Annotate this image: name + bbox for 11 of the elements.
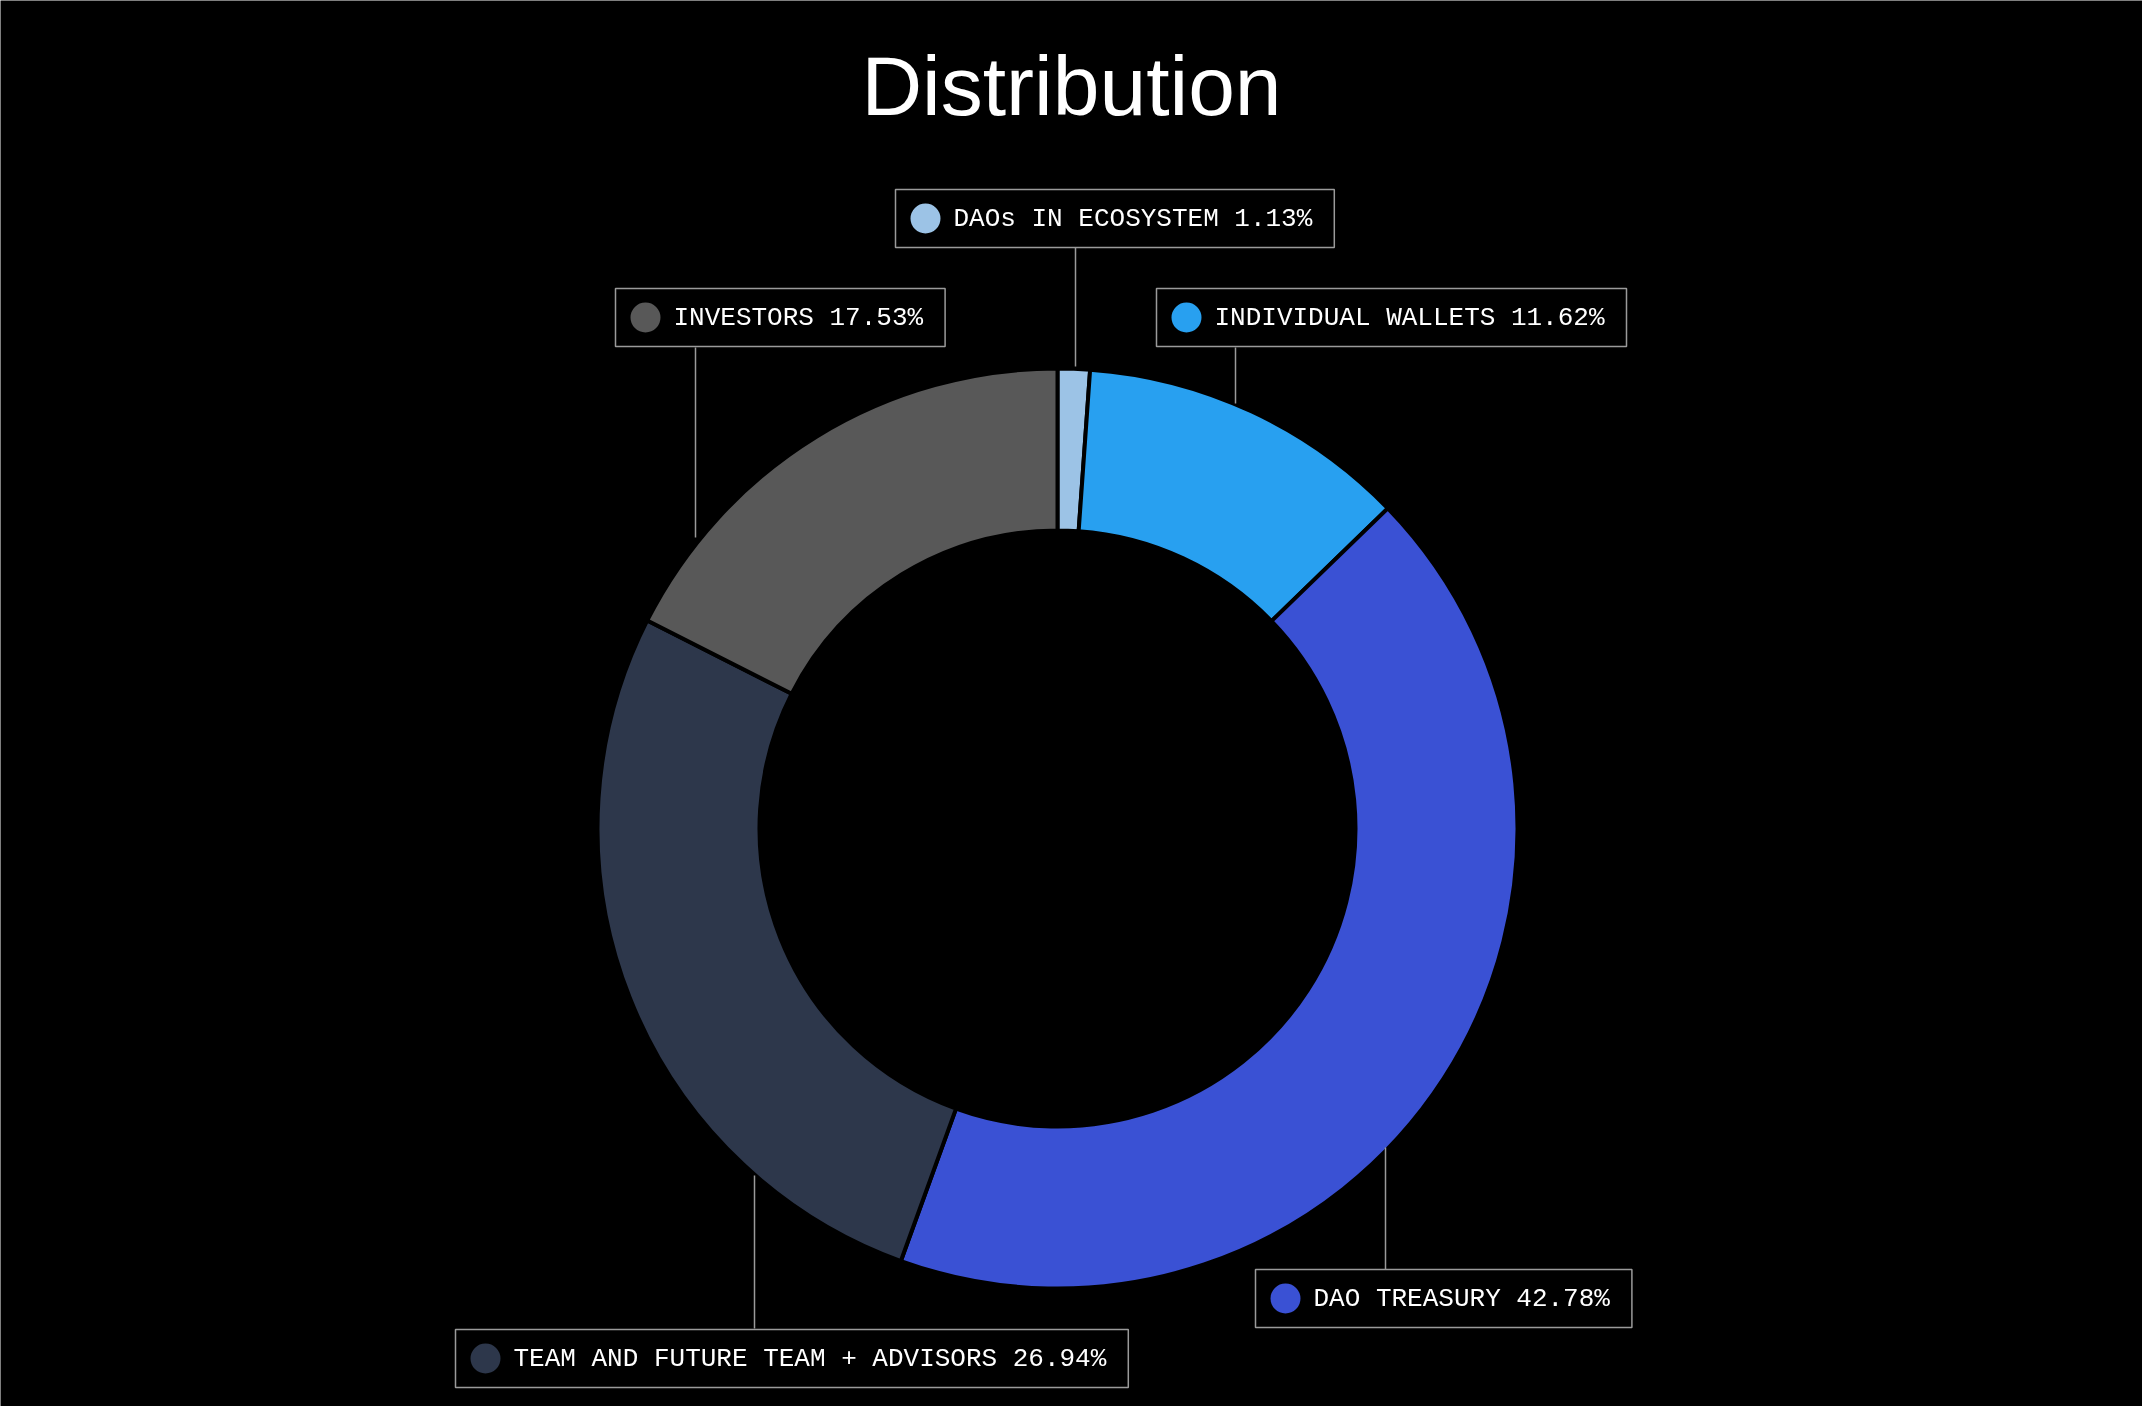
data-label: 17.53% xyxy=(829,302,924,333)
legend-label: DAO TREASURY xyxy=(1313,1283,1502,1314)
data-label: 11.62% xyxy=(1510,302,1605,333)
chart-title: Distribution xyxy=(861,38,1282,133)
data-label: 1.13% xyxy=(1234,203,1313,234)
legend-label: INDIVIDUAL WALLETS xyxy=(1214,302,1496,333)
data-label: 42.78% xyxy=(1516,1283,1611,1314)
legend-label: DAOs IN ECOSYSTEM xyxy=(953,203,1219,234)
legend-label: INVESTORS xyxy=(673,302,814,333)
data-label: 26.94% xyxy=(1012,1343,1107,1374)
legend-label: TEAM AND FUTURE TEAM + ADVISORS xyxy=(513,1343,998,1374)
